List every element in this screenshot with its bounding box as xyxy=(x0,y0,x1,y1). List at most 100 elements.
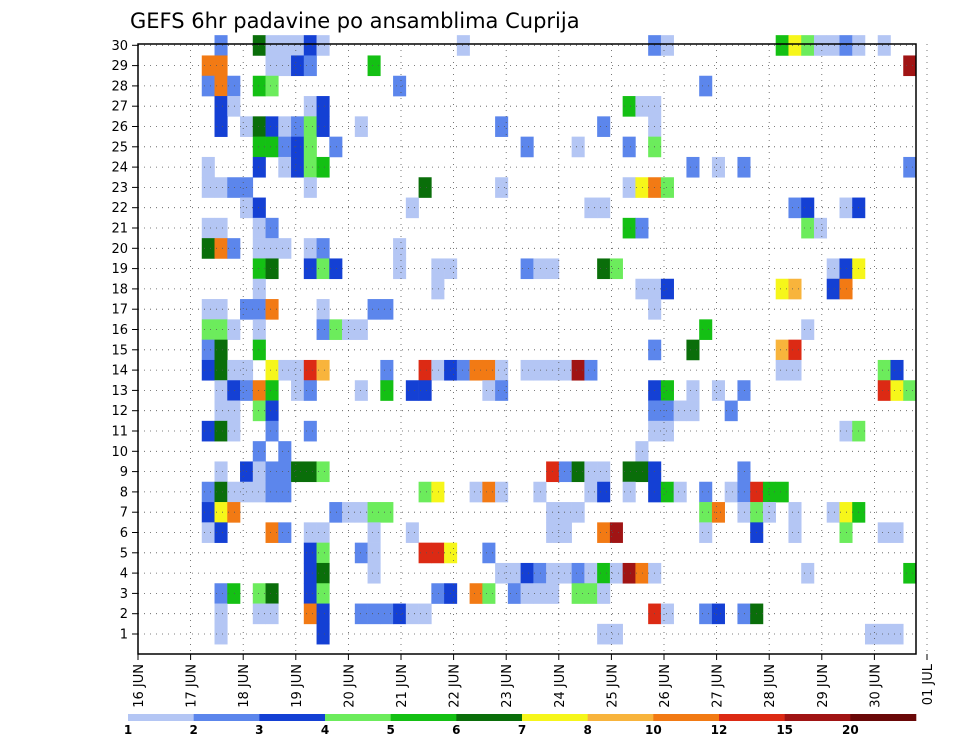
heatmap-cell xyxy=(686,400,700,422)
heatmap-cell xyxy=(431,583,445,604)
heatmap-cell xyxy=(201,217,215,239)
heatmap-cell xyxy=(214,35,228,56)
heatmap-cell xyxy=(291,55,305,77)
heatmap-cell xyxy=(214,420,228,442)
heatmap-cell xyxy=(214,319,228,340)
y-tick-label: 13 xyxy=(111,384,128,399)
heatmap-cell xyxy=(788,522,802,543)
colorbar-label: 15 xyxy=(776,723,793,737)
heatmap-cell xyxy=(265,522,279,543)
heatmap-cell xyxy=(214,583,228,604)
heatmap-cell xyxy=(864,623,879,645)
heatmap-cell xyxy=(252,238,266,259)
heatmap-cell xyxy=(826,35,840,56)
y-tick-label: 19 xyxy=(111,262,128,277)
y-tick-label: 4 xyxy=(120,567,128,582)
heatmap-cell xyxy=(597,562,611,584)
heatmap-cell xyxy=(711,502,725,523)
heatmap-cell xyxy=(227,420,241,442)
colorbar-label: 7 xyxy=(518,723,526,737)
heatmap-cell xyxy=(699,522,713,543)
heatmap-cell xyxy=(635,217,649,239)
heatmap-cell xyxy=(558,461,572,483)
x-tick-label: 17 JUN xyxy=(185,664,200,708)
heatmap-cell xyxy=(724,481,738,503)
heatmap-cell xyxy=(699,75,713,97)
heatmap-cell xyxy=(622,562,636,584)
heatmap-cell xyxy=(533,258,547,280)
heatmap-cell xyxy=(456,359,470,381)
heatmap-cell xyxy=(201,177,215,198)
heatmap-cell xyxy=(520,562,534,584)
heatmap-cell xyxy=(316,603,330,625)
heatmap-cell xyxy=(278,481,292,503)
colorbar-segment xyxy=(719,714,785,721)
heatmap-cell xyxy=(495,380,509,401)
colorbar-label: 10 xyxy=(645,723,662,737)
heatmap-cell xyxy=(303,359,317,381)
y-tick-label: 11 xyxy=(111,425,128,440)
heatmap-cell xyxy=(737,156,751,178)
heatmap-cell xyxy=(660,481,674,503)
heatmap-cell xyxy=(584,461,598,483)
heatmap-cell xyxy=(303,583,317,604)
heatmap-cell xyxy=(265,583,279,604)
heatmap-cell xyxy=(622,96,636,117)
heatmap-cell xyxy=(329,502,343,523)
heatmap-cell xyxy=(252,136,266,158)
heatmap-cell xyxy=(482,359,496,381)
heatmap-cell xyxy=(214,299,228,320)
heatmap-cell xyxy=(201,420,215,442)
heatmap-cell xyxy=(597,481,611,503)
heatmap-cell xyxy=(316,359,330,381)
heatmap-cell xyxy=(660,420,674,442)
heatmap-cell xyxy=(214,359,228,381)
heatmap-cell xyxy=(316,156,330,178)
heatmap-cell xyxy=(393,258,407,280)
heatmap-cell xyxy=(303,177,317,198)
heatmap-cell xyxy=(418,542,432,564)
heatmap-cell xyxy=(558,522,572,543)
heatmap-cell xyxy=(469,359,483,381)
heatmap-cell xyxy=(354,542,368,564)
x-tick-label: 19 JUN xyxy=(290,664,305,708)
colorbar-segment xyxy=(193,714,260,721)
y-tick-label: 5 xyxy=(120,546,128,561)
heatmap-cell xyxy=(291,136,305,158)
heatmap-cell xyxy=(227,75,241,97)
heatmap-cell xyxy=(265,55,279,77)
heatmap-cell xyxy=(291,116,305,137)
heatmap-cell xyxy=(201,502,215,523)
heatmap-cell xyxy=(214,116,228,137)
heatmap-cell xyxy=(571,461,585,483)
heatmap-cell xyxy=(214,623,228,645)
heatmap-cell xyxy=(597,461,611,483)
heatmap-cell xyxy=(762,481,776,503)
heatmap-cell xyxy=(686,156,700,178)
heatmap-cell xyxy=(227,380,241,401)
x-tick-label: 16 JUN xyxy=(132,664,147,708)
heatmap-cell xyxy=(265,603,279,625)
x-tick-label: 23 JUN xyxy=(500,664,515,708)
heatmap-cell xyxy=(278,116,292,137)
heatmap-cell xyxy=(533,583,547,604)
heatmap-cell xyxy=(329,258,343,280)
heatmap-cell xyxy=(507,562,521,584)
y-tick-label: 8 xyxy=(120,485,128,500)
heatmap-cell xyxy=(380,359,394,381)
heatmap-cell xyxy=(405,197,419,219)
heatmap-cell xyxy=(826,278,840,300)
heatmap-cell xyxy=(890,623,904,645)
heatmap-cell xyxy=(201,55,215,77)
x-tick-label: 26 JUN xyxy=(658,664,673,708)
heatmap-cell xyxy=(431,481,445,503)
colorbar-label: 3 xyxy=(255,723,263,737)
heatmap-cell xyxy=(597,522,611,543)
heatmap-cell xyxy=(303,542,317,564)
colorbar-label: 6 xyxy=(452,723,460,737)
y-tick-label: 24 xyxy=(111,161,128,176)
heatmap-cell xyxy=(788,339,802,361)
heatmap-cell xyxy=(699,603,713,625)
heatmap-cell xyxy=(303,136,317,158)
heatmap-cell xyxy=(495,562,509,584)
